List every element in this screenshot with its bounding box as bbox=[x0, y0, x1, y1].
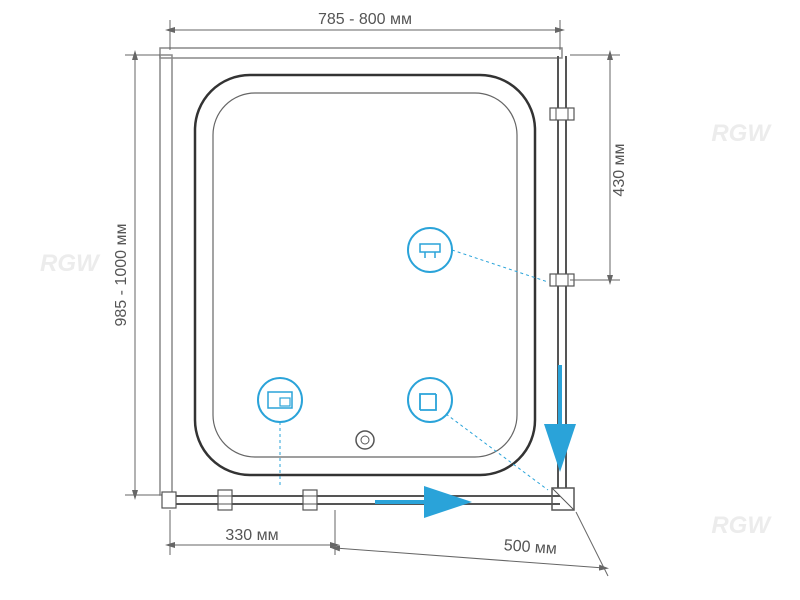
shower-tray bbox=[195, 75, 535, 475]
callout-plan[interactable] bbox=[258, 378, 302, 488]
dimension-label: 500 мм bbox=[503, 537, 557, 558]
dimension-label: 330 мм bbox=[225, 527, 278, 544]
dimension-label: 430 мм bbox=[611, 143, 628, 196]
dimension-top: 785 - 800 мм bbox=[170, 11, 560, 50]
callout-bracket-top[interactable] bbox=[408, 228, 548, 282]
roller-icon bbox=[218, 490, 232, 510]
dimension-label: 985 - 1000 мм bbox=[113, 224, 130, 327]
roller-icon bbox=[303, 490, 317, 510]
corner-bracket-icon bbox=[552, 488, 574, 510]
dimension-bottom-left: 330 мм bbox=[170, 510, 335, 555]
dimension-right: 430 мм bbox=[570, 55, 628, 280]
dimension-label: 785 - 800 мм bbox=[318, 11, 412, 28]
callout-corner[interactable] bbox=[408, 378, 548, 490]
dimension-bottom-right: 500 мм bbox=[335, 512, 608, 576]
diagram-canvas: 785 - 800 мм 985 - 1000 мм 430 мм 330 мм… bbox=[0, 0, 800, 600]
dimension-left: 985 - 1000 мм bbox=[113, 55, 160, 495]
diagram-svg: 785 - 800 мм 985 - 1000 мм 430 мм 330 мм… bbox=[0, 0, 800, 600]
sliding-rail-bottom bbox=[162, 490, 560, 510]
end-bracket-icon bbox=[162, 492, 176, 508]
enclosure-walls bbox=[160, 48, 562, 495]
roller-icon bbox=[550, 108, 574, 120]
drain-icon bbox=[356, 431, 374, 449]
